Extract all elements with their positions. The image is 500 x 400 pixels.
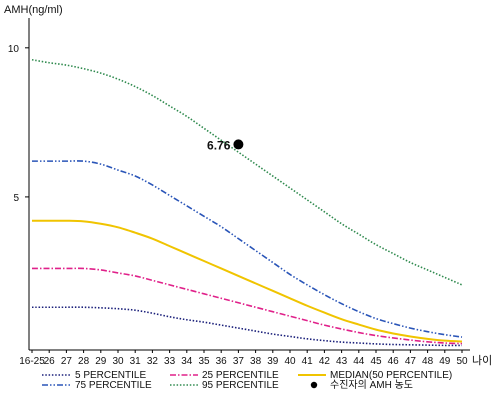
- legend: 5 PERCENTILE 25 PERCENTILE MEDIAN(50 PERCE…: [42, 370, 452, 391]
- x-tick-label: 29: [95, 356, 107, 367]
- x-tick-label: 40: [284, 356, 296, 367]
- legend-label-median-50-percentile: MEDIAN(50 PERCENTILE): [330, 370, 452, 381]
- legend-label-patient-marker: 수진자의 AMH 농도: [330, 379, 413, 391]
- x-tick-label: 30: [112, 356, 124, 367]
- y-ticks: 5 10: [8, 44, 29, 204]
- x-tick-label: 38: [250, 356, 262, 367]
- series-line-95-percentile: [31, 58, 463, 286]
- x-tick-label: 48: [422, 356, 434, 367]
- axes: AMH(ng/ml) 나이: [4, 4, 492, 367]
- y-tick-label: 5: [13, 193, 19, 204]
- series-line-75-percentile: [32, 160, 463, 338]
- legend-label-25-percentile: 25 PERCENTILE: [202, 370, 279, 381]
- x-tick-label: 28: [78, 356, 90, 367]
- patient-marker-group: 6.76: [207, 138, 244, 152]
- x-tick-label: 47: [405, 356, 417, 367]
- x-tick-label: 41: [302, 356, 314, 367]
- x-tick-label: 43: [336, 356, 348, 367]
- series-lines: [31, 58, 463, 347]
- x-tick-label: 50: [456, 356, 468, 367]
- patient-marker: [233, 139, 244, 150]
- x-tick-label: 31: [130, 356, 142, 367]
- x-tick-label: 32: [147, 356, 159, 367]
- x-tick-label: 36: [216, 356, 228, 367]
- legend-label-5-percentile: 5 PERCENTILE: [75, 370, 146, 381]
- patient-marker-label: 6.76: [207, 138, 231, 152]
- series-line-5-percentile: [32, 306, 463, 347]
- y-tick-label: 10: [8, 44, 20, 55]
- y-axis-title: AMH(ng/ml): [4, 4, 63, 16]
- series-line-25-percentile: [32, 267, 463, 345]
- x-tick-label: 33: [164, 356, 176, 367]
- x-tick-label: 46: [388, 356, 400, 367]
- x-tick-label: 16-25: [19, 356, 45, 367]
- x-tick-label: 35: [198, 356, 210, 367]
- x-tick-label: 45: [370, 356, 382, 367]
- x-tick-label: 34: [181, 356, 193, 367]
- x-tick-label: 27: [61, 356, 73, 367]
- x-tick-label: 39: [267, 356, 279, 367]
- x-tick-label: 26: [44, 356, 56, 367]
- x-tick-label: 44: [353, 356, 365, 367]
- x-axis-title: 나이: [472, 354, 492, 367]
- legend-label-95-percentile: 95 PERCENTILE: [202, 380, 279, 391]
- x-tick-label: 49: [439, 356, 451, 367]
- legend-swatch-patient-marker: [310, 381, 318, 389]
- legend-label-75-percentile: 75 PERCENTILE: [75, 380, 152, 391]
- x-tick-label: 42: [319, 356, 331, 367]
- series-line-median-50-percentile: [32, 219, 463, 343]
- x-tick-label: 37: [233, 356, 245, 367]
